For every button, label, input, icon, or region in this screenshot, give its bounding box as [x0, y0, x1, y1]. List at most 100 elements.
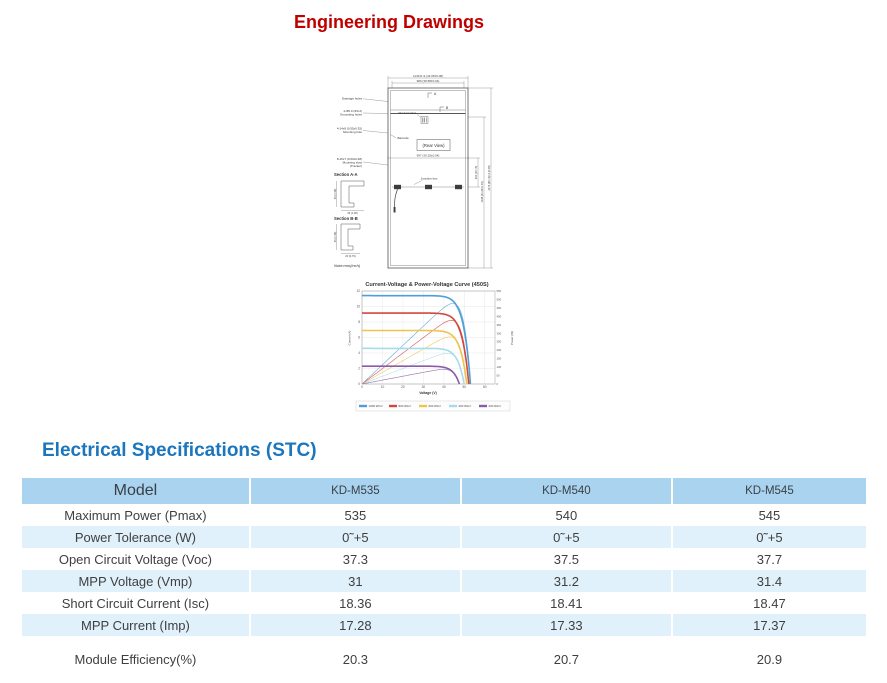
y-right-tick-label: 150 — [497, 357, 502, 361]
spec-value: 545 — [758, 507, 781, 523]
table-row: Open Circuit Voltage (Voc) 37.3 37.5 37.… — [22, 548, 866, 570]
spec-value: 37.5 — [460, 548, 673, 570]
column-kd-m535: KD-M535 — [249, 478, 462, 504]
column-kd-m545: KD-M545 — [745, 485, 794, 497]
y-left-tick-label: 4 — [358, 351, 360, 355]
model-header: Model — [22, 478, 251, 504]
spec-value: 17.28 — [249, 614, 462, 636]
panel-rear-view — [387, 87, 469, 269]
spec-value: 18.36 — [249, 592, 462, 614]
junction-box-group: Junction box — [392, 177, 464, 213]
iv-curve — [362, 329, 468, 385]
legend-label: 400 W/m² — [459, 404, 472, 408]
cable-connector — [393, 207, 396, 213]
grounding-holes-label-2: Grounding holes — [340, 113, 363, 117]
spec-label: Power Tolerance (W) — [22, 526, 251, 548]
dim-top-outer: 1134±1.9 (44.65±0.08) — [413, 74, 443, 78]
section-b-title: Section B-B — [334, 216, 358, 221]
spec-value: 535 — [249, 504, 462, 526]
y-right-tick-label: 50 — [497, 374, 501, 378]
spec-value: 20.9 — [756, 651, 783, 667]
spec-table: Model KD-M535 KD-M540 KD-M545 Maximum Po… — [22, 478, 866, 682]
y-right-tick-label: 400 — [497, 314, 502, 318]
spec-label: Module Efficiency(%) — [22, 636, 251, 682]
page-title: Engineering Drawings — [293, 12, 485, 32]
table-row: MPP Voltage (Vmp) 31 31.2 31.4 — [22, 570, 866, 592]
drainage-holes-label: Drainage holes — [342, 97, 363, 101]
y-right-tick-label: 200 — [497, 348, 502, 352]
spec-label: MPP Current (Imp) — [22, 614, 251, 636]
x-tick-label: 60 — [483, 385, 487, 389]
legend-box — [355, 400, 511, 412]
chart-legend: 1000 W/m² 800 W/m² 600 W/m² 400 W/m² 200 W/m… — [355, 400, 511, 412]
x-tick-label: 10 — [381, 385, 385, 389]
legend-label: 600 W/m² — [429, 404, 442, 408]
iv-curve — [362, 294, 472, 385]
spec-value: 20.3 — [249, 636, 462, 682]
y-right-tick-label: 350 — [497, 323, 502, 327]
specs-heading: Electrical Specifications (STC) — [42, 440, 317, 461]
spec-value: 0˜+5 — [460, 526, 673, 548]
spec-value: 540 — [460, 504, 673, 526]
drawing-note: Note:mm(inch) — [334, 263, 361, 268]
section-a-hdim: 35 (1.38) — [347, 211, 358, 215]
spec-label: Maximum Power (Pmax) — [22, 504, 251, 526]
x-axis-label: Voltage (V) — [419, 391, 436, 395]
iv-curve — [362, 312, 470, 385]
y-left-tick-label: 2 — [358, 367, 360, 371]
mounting-slots-label-3: (Tracker) — [350, 164, 362, 168]
x-tick-label: 20 — [401, 385, 405, 389]
x-tick-label: 30 — [422, 385, 426, 389]
pv-curve — [361, 369, 460, 385]
y-right-tick-label: 450 — [497, 306, 502, 310]
spec-label: Short Circuit Current (Isc) — [22, 592, 251, 614]
y-right-tick-label: 500 — [497, 297, 502, 301]
left-callouts: Drainage holes 4-Φ5.0 (Φ0.2) Grounding h… — [337, 97, 389, 168]
y-left-tick-label: 8 — [358, 320, 360, 324]
y-left-tick-label: 12 — [356, 289, 360, 293]
section-a-vdim: 35 (1.38) — [333, 189, 337, 200]
pv-curve — [361, 353, 465, 385]
y-right-tick-label: 250 — [497, 340, 502, 344]
y-left-tick-label: 10 — [356, 305, 360, 309]
x-tick-label: 40 — [442, 385, 446, 389]
legend-label: 800 W/m² — [399, 404, 412, 408]
y-right-tick-label: 100 — [497, 365, 502, 369]
pv-curve — [361, 336, 468, 385]
spec-value: 17.33 — [460, 614, 673, 636]
engineering-drawing: 1134±1.9 (44.65±0.08) 980 (38.58±0.04) A… — [333, 74, 493, 269]
top-dimensions: 1134±1.9 (44.65±0.08) 980 (38.58±0.04) — [387, 74, 469, 88]
chart-title: Current-Voltage & Power-Voltage Curve (4… — [365, 282, 488, 288]
dim-right-mid: 1048 (41.26±0.04) — [480, 181, 484, 202]
y-right-tick-label: 300 — [497, 331, 502, 335]
dim-mid: 997 (39.25±0.04) — [417, 154, 440, 158]
barcode-label: Barcode — [398, 136, 410, 140]
section-marker-a: A — [434, 92, 437, 96]
table-header-row: Model KD-M535 KD-M540 KD-M545 — [22, 478, 866, 504]
dim-right-inner: 400 (15.75) — [474, 166, 478, 179]
spec-value: 18.41 — [460, 592, 673, 614]
y-left-tick-label: 0 — [358, 382, 360, 386]
mounting-slots-label-2: Mounting slots — [343, 161, 363, 165]
x-tick-label: 50 — [463, 385, 467, 389]
section-cut-markers: A B — [427, 92, 449, 112]
section-b-b: Section B-B 35 (1.38) 20 (0.79) — [333, 216, 361, 258]
barcode-callout: Barcode — [389, 134, 410, 140]
y-right-tick-label: 0 — [497, 382, 499, 386]
product-label-text: Product label — [398, 111, 416, 115]
mounting-slots-label-1: 8-16x7 (0.63x0.28) — [337, 157, 362, 161]
spec-value: 37.3 — [249, 548, 462, 570]
chart-plot: 0 10 20 30 40 50 60024681012050100150200250300… — [355, 289, 511, 412]
spec-value: 0˜+5 — [756, 529, 783, 545]
spec-value: 31.4 — [756, 573, 783, 589]
mounting-hole-label-1: 4-14x9 (0.55x0.35) — [337, 127, 362, 131]
spec-label: MPP Voltage (Vmp) — [22, 570, 251, 592]
pv-curve — [361, 319, 470, 385]
rear-view-label: (Rear View) — [422, 143, 445, 148]
spec-value: 0˜+5 — [249, 526, 462, 548]
plot-border — [361, 290, 496, 385]
grounding-holes-label-1: 4-Φ5.0 (Φ0.2) — [343, 109, 362, 113]
y-axis-left-label: Current (A) — [348, 331, 352, 346]
table-row: Maximum Power (Pmax) 535 540 545 — [22, 504, 866, 526]
